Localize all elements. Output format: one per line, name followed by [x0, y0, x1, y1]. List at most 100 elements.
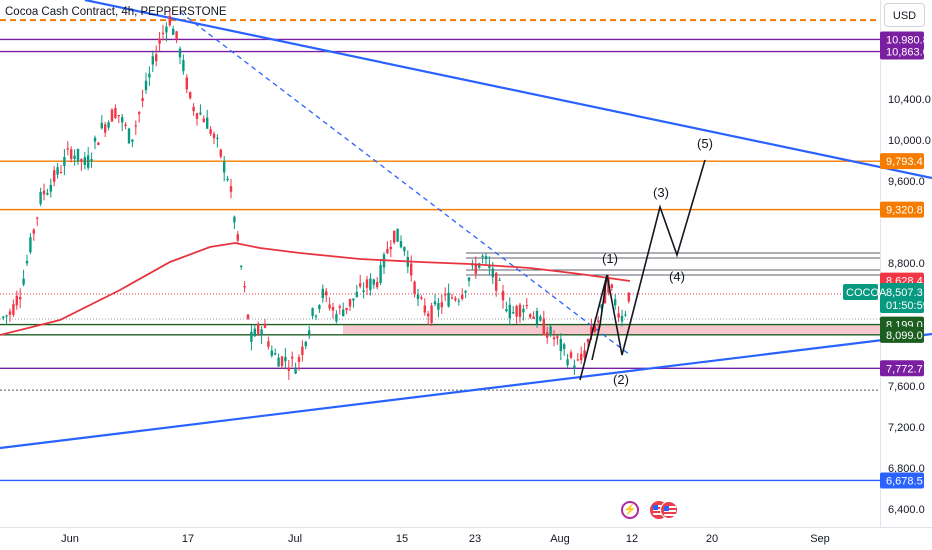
candle-body — [352, 298, 355, 301]
price-badge-2 — [880, 153, 924, 170]
candle-body — [359, 283, 362, 287]
candle-body — [70, 149, 73, 160]
candle-body — [372, 279, 375, 285]
candle-body — [155, 54, 158, 62]
demand-zone — [343, 324, 880, 335]
candle-body — [522, 308, 525, 313]
candle-body — [206, 117, 209, 129]
candle-body — [83, 157, 86, 165]
candle-body — [12, 304, 15, 315]
price-badge-8 — [880, 472, 924, 489]
candle-body — [559, 339, 562, 352]
candle-body — [53, 170, 56, 182]
candle-body — [529, 314, 532, 318]
candle-body — [563, 344, 566, 349]
candle-body — [403, 247, 406, 252]
candle-body — [209, 129, 212, 134]
candle-body — [216, 137, 219, 139]
moving-average-line — [0, 242, 631, 336]
candle-body — [593, 325, 596, 332]
candle-body — [46, 192, 49, 195]
candle-body — [257, 323, 260, 334]
candle-body — [610, 284, 613, 288]
candle-body — [498, 279, 501, 281]
candle-body — [291, 356, 294, 359]
current-price-badge — [880, 283, 924, 314]
candle-body — [25, 260, 29, 264]
candle-body — [393, 230, 396, 243]
candle-body — [5, 315, 8, 317]
upper-trendline — [84, 0, 932, 180]
wave-label-2: (2) — [613, 372, 629, 387]
candle-body — [484, 256, 488, 260]
candle-body — [49, 184, 52, 192]
candle-body — [440, 302, 443, 308]
candle-body — [481, 255, 484, 257]
candle-body — [501, 290, 505, 301]
wave-sub-1 — [591, 274, 608, 361]
candle-body — [56, 167, 59, 175]
candle-body — [620, 315, 624, 322]
candle-body — [294, 368, 297, 374]
price-badge-3 — [880, 201, 924, 218]
candle-body — [328, 304, 331, 309]
candle-body — [73, 155, 76, 159]
candle-body — [525, 305, 528, 307]
price-badge-1 — [880, 43, 924, 60]
wave-label-3: (3) — [653, 185, 669, 200]
candle-body — [127, 128, 131, 144]
y-tick-label: 6,800.0 — [888, 463, 925, 475]
candle-body — [580, 353, 583, 361]
candle-body — [59, 172, 63, 174]
candle-body — [461, 294, 464, 299]
candle-body — [260, 329, 263, 335]
wave-label-4: (4) — [669, 269, 685, 284]
candle-body — [138, 112, 141, 115]
candle-body — [614, 299, 617, 306]
candle-body — [399, 241, 403, 248]
candle-body — [107, 122, 110, 128]
candles-group — [2, 9, 630, 380]
event-lightning-icon[interactable]: ⚡ — [621, 501, 639, 519]
candle-body — [321, 288, 324, 299]
candle-body — [379, 264, 382, 283]
candle-body — [274, 353, 277, 355]
candle-body — [515, 306, 518, 317]
candle-body — [29, 237, 32, 253]
candle-body — [348, 298, 352, 307]
candle-body — [117, 114, 120, 117]
candle-body — [90, 159, 93, 162]
candle-body — [19, 296, 22, 300]
chart-title: Cocoa Cash Contract, 4h, PEPPERSTONE — [5, 6, 227, 18]
current-price-text: 8,507.3 — [886, 287, 923, 299]
candle-body — [189, 92, 192, 99]
price-badge-text-3: 9,320.8 — [886, 205, 923, 217]
x-tick-label: 23 — [469, 533, 481, 545]
currency-button[interactable]: USD — [884, 3, 925, 27]
candle-body — [413, 281, 416, 295]
candle-body — [617, 313, 620, 318]
candle-body — [573, 365, 576, 369]
price-badge-text-0: 10,980.8 — [886, 34, 929, 46]
candle-body — [590, 326, 593, 337]
candle-body — [304, 341, 307, 347]
candle-body — [410, 263, 413, 276]
candle-body — [284, 356, 287, 362]
candle-body — [430, 305, 433, 324]
candle-body — [76, 148, 80, 162]
candle-body — [287, 367, 290, 371]
candle-body — [246, 314, 250, 319]
candle-body — [233, 216, 236, 223]
candle-body — [229, 186, 233, 192]
y-tick-label: 7,200.0 — [888, 422, 925, 434]
candle-body — [263, 324, 267, 328]
candle-body — [66, 148, 69, 150]
candle-body — [93, 137, 97, 142]
candle-body — [311, 308, 314, 316]
candle-body — [39, 192, 42, 204]
us-flag-event-icon-2[interactable] — [660, 501, 678, 519]
candle-body — [240, 266, 243, 268]
candle-body — [505, 309, 508, 312]
x-tick-label: Sep — [810, 533, 830, 545]
